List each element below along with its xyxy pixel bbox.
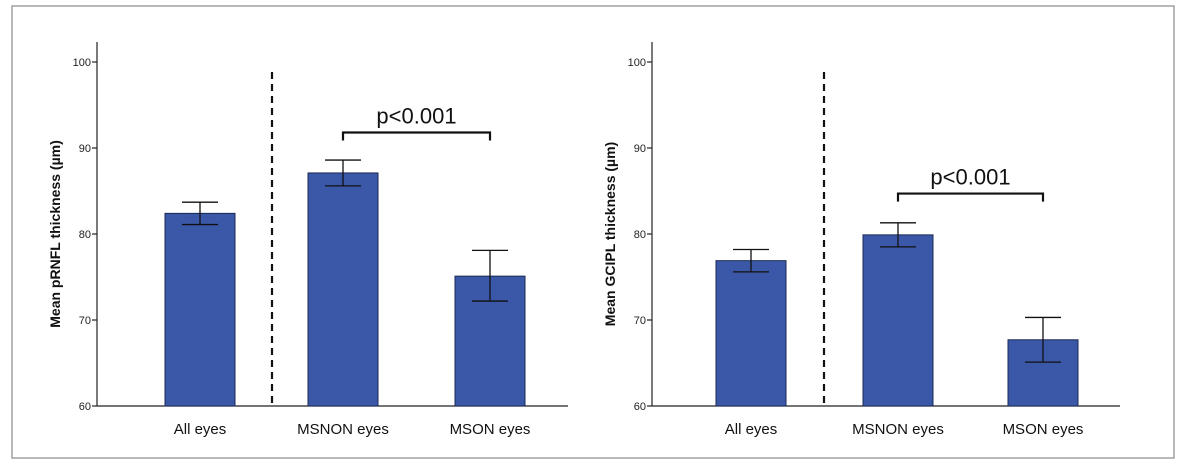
prnfl-category-label: MSON eyes <box>450 421 531 438</box>
prnfl-y-tick-label: 100 <box>73 57 91 69</box>
prnfl-chart-panel: 60 70 80 90 100 Mean pRNFL thickness (µm) All … <box>47 42 568 438</box>
gcipl-y-tick-label: 100 <box>628 57 646 69</box>
gcipl-chart-panel: 60 70 80 90 100 Mean GCIPL thickness (µm) All … <box>602 42 1120 438</box>
gcipl-y-tick-label: 90 <box>634 143 646 155</box>
gcipl-bar <box>715 260 787 407</box>
prnfl-y-tick-label: 80 <box>79 229 91 241</box>
gcipl-y-tick-label: 80 <box>634 229 646 241</box>
gcipl-y-tick-label: 60 <box>634 401 646 413</box>
gcipl-category-label: MSON eyes <box>1003 421 1084 438</box>
prnfl-y-tick-label: 90 <box>79 143 91 155</box>
prnfl-bar <box>164 212 236 407</box>
gcipl-significance-bracket <box>896 192 1045 202</box>
gcipl-category-label: All eyes <box>725 421 778 438</box>
gcipl-y-axis-title: Mean GCIPL thickness (µm) <box>602 142 618 326</box>
prnfl-category-label: MSNON eyes <box>297 421 389 438</box>
prnfl-significance-label: p<0.001 <box>376 104 456 129</box>
gcipl-bar <box>862 234 934 407</box>
prnfl-category-label: All eyes <box>174 421 227 438</box>
gcipl-category-label: MSNON eyes <box>852 421 944 438</box>
gcipl-significance-label: p<0.001 <box>930 165 1010 190</box>
prnfl-y-axis-title: Mean pRNFL thickness (µm) <box>47 140 63 328</box>
prnfl-y-tick-label: 70 <box>79 315 91 327</box>
prnfl-bar <box>307 172 379 407</box>
gcipl-y-tick-label: 70 <box>634 315 646 327</box>
prnfl-y-tick-label: 60 <box>79 401 91 413</box>
prnfl-significance-bracket <box>341 131 492 141</box>
